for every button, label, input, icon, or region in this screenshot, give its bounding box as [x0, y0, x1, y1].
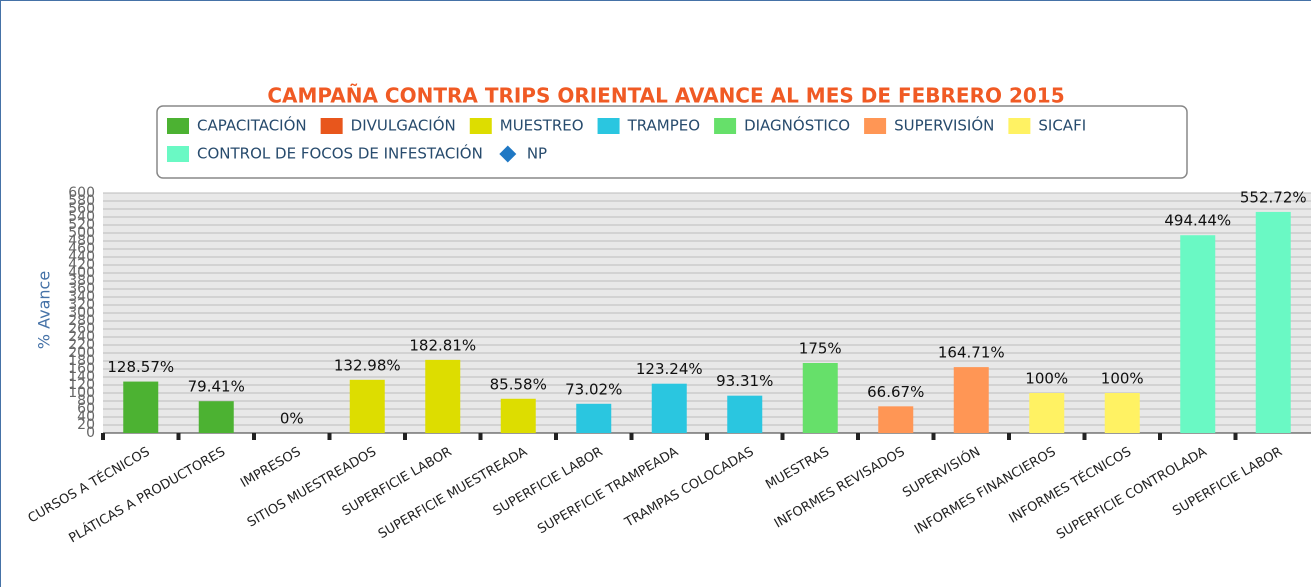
data-label: 182.81% [409, 336, 476, 354]
legend-symbol [499, 145, 517, 163]
y-tick-label: 40 [77, 409, 95, 425]
legend-symbol [597, 118, 620, 134]
y-tick-label: 400 [68, 265, 95, 281]
y-tick-label: 600 [68, 185, 95, 201]
legend-label: DIVULGACIÓN [351, 116, 456, 135]
y-tick-label: 520 [68, 217, 95, 233]
data-label: 100% [1025, 370, 1068, 388]
y-tick-label: 240 [68, 329, 95, 345]
legend-symbol [714, 118, 737, 134]
bar [802, 363, 838, 433]
y-tick-label: 260 [68, 321, 95, 337]
chart-title: CAMPAÑA CONTRA TRIPS ORIENTAL AVANCE AL … [267, 84, 1064, 108]
y-tick-label: 320 [68, 297, 95, 313]
legend-label: CAPACITACIÓN [197, 116, 307, 135]
bar [1029, 393, 1065, 433]
bar [1255, 211, 1291, 433]
y-tick-label: 220 [68, 337, 95, 353]
y-tick-label: 380 [68, 273, 95, 289]
y-tick-label: 500 [68, 225, 95, 241]
legend-symbol [864, 118, 887, 134]
y-tick-label: 60 [77, 401, 95, 417]
data-label: 175% [799, 340, 842, 358]
y-tick-label: 300 [68, 305, 95, 321]
y-axis-title: % Avance [35, 271, 54, 349]
y-tick-label: 560 [68, 201, 95, 217]
y-tick-label: 80 [77, 393, 95, 409]
y-tick-label: 280 [68, 313, 95, 329]
y-tick-label: 460 [68, 241, 95, 257]
y-tick-label: 180 [68, 353, 95, 369]
data-label: 73.02% [565, 380, 622, 398]
legend-label: MUESTREO [500, 117, 584, 135]
bar [349, 379, 385, 433]
legend-label: SUPERVISIÓN [894, 116, 994, 135]
y-tick-label: 160 [68, 361, 95, 377]
legend-label: DIAGNÓSTICO [744, 116, 850, 135]
bar [576, 403, 612, 433]
legend-box [156, 105, 1188, 179]
data-label: 93.31% [716, 372, 773, 390]
y-tick-label: 20 [77, 417, 95, 433]
legend-label: NP [527, 145, 547, 163]
bar [878, 406, 914, 433]
data-label: 85.58% [490, 375, 547, 393]
y-tick-label: 140 [68, 369, 95, 385]
legend-symbol [320, 118, 343, 134]
data-label: 66.67% [867, 383, 924, 401]
y-tick-label: 200 [68, 345, 95, 361]
bar [123, 381, 159, 433]
y-tick-label: 440 [68, 249, 95, 265]
bar [1104, 393, 1140, 433]
y-tick-label: 120 [68, 377, 95, 393]
y-tick-label: 340 [68, 289, 95, 305]
data-label: 132.98% [334, 356, 401, 374]
data-label: 552.72% [1240, 188, 1307, 206]
y-tick-label: 360 [68, 281, 95, 297]
bar [500, 398, 536, 433]
y-tick-label: 480 [68, 233, 95, 249]
data-label: 0% [280, 410, 304, 428]
legend-symbol [1008, 118, 1031, 134]
legend-symbol [167, 118, 189, 134]
data-label: 494.44% [1164, 212, 1231, 230]
legend-symbol [167, 146, 189, 162]
bar [727, 395, 763, 433]
y-tick-label: 580 [68, 193, 95, 209]
bar [1180, 235, 1216, 433]
bar [651, 383, 687, 433]
data-label: 123.24% [636, 360, 703, 378]
bar [198, 401, 234, 433]
bar [953, 367, 989, 433]
legend-label: CONTROL DE FOCOS DE INFESTACIÓN [197, 144, 483, 163]
data-label: 128.57% [107, 358, 174, 376]
data-label: 164.71% [938, 344, 1005, 362]
y-tick-label: 420 [68, 257, 95, 273]
y-tick-label: 100 [68, 385, 95, 401]
legend-symbol [469, 118, 492, 134]
bar [425, 359, 461, 433]
data-label: 100% [1101, 370, 1144, 388]
data-label: 79.41% [188, 378, 245, 396]
legend-label: TRAMPEO [627, 117, 701, 135]
y-tick-label: 540 [68, 209, 95, 225]
y-tick-label: 0 [86, 425, 95, 441]
legend-label: SICAFI [1038, 117, 1086, 135]
